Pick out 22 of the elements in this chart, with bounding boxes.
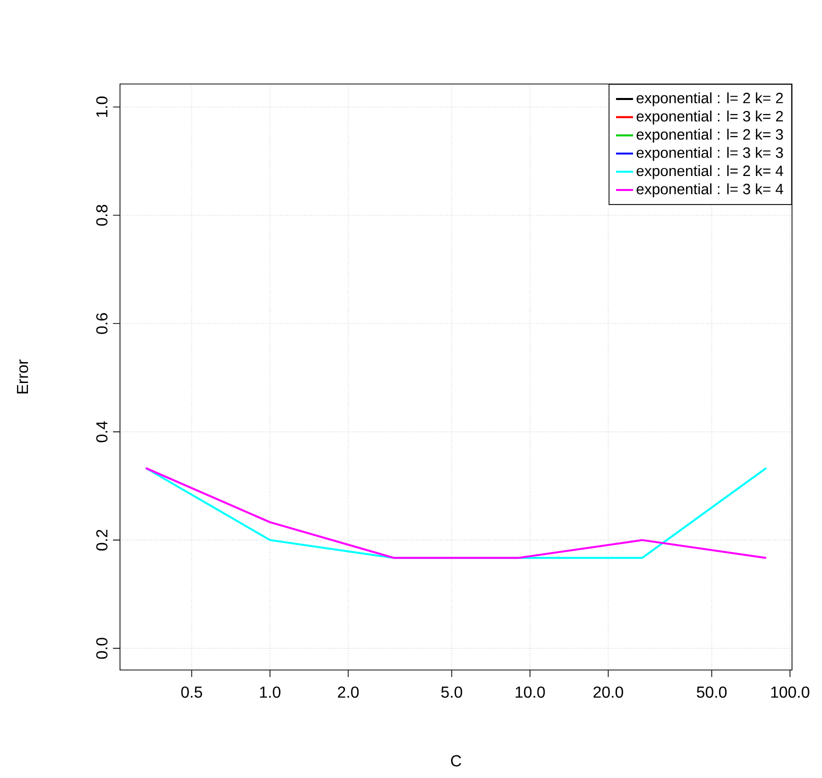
- y-tick-label: 0.6: [96, 313, 108, 334]
- x-tick-label: 20.0: [594, 686, 624, 698]
- legend-label: exponential : l= 2 k= 2: [636, 92, 783, 106]
- x-tick-label: 0.5: [181, 686, 202, 698]
- legend-label: exponential : l= 2 k= 4: [636, 165, 784, 180]
- x-tick-label: 50.0: [696, 686, 727, 698]
- y-tick-label: 0.4: [96, 421, 108, 442]
- x-tick-label: 10.0: [516, 686, 545, 698]
- x-axis-title: C: [451, 755, 462, 766]
- y-axis-title: Error: [17, 360, 28, 394]
- legend-label: exponential : l= 2 k= 3: [636, 128, 783, 143]
- y-tick-label: 1.0: [96, 96, 108, 117]
- y-tick-label: 0.2: [96, 530, 108, 551]
- legend-label: exponential : l= 3 k= 2: [636, 110, 783, 124]
- x-tick-label: 5.0: [441, 686, 462, 698]
- legend-label: exponential : l= 3 k= 3: [636, 146, 783, 161]
- x-tick-label: 100.0: [771, 686, 810, 698]
- y-tick-label: 0.8: [96, 204, 108, 226]
- legend-label: exponential : l= 3 k= 4: [636, 183, 784, 198]
- x-tick-label: 2.0: [338, 686, 359, 698]
- x-tick-label: 1.0: [260, 686, 280, 698]
- y-tick-label: 0.0: [96, 638, 108, 659]
